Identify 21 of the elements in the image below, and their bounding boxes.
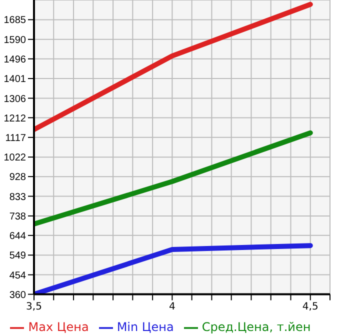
legend-label: Min Цена (116, 320, 174, 334)
y-tick-label: 644 (9, 230, 26, 242)
y-tick-label: 1306 (4, 94, 26, 105)
y-tick-label: 1212 (4, 113, 26, 124)
y-tick-label: 1590 (4, 34, 26, 46)
y-tick-label: 1117 (5, 132, 26, 144)
y-tick-label: 1022 (4, 152, 26, 164)
y-tick-label: 549 (9, 250, 26, 262)
legend-label: Max Цена (28, 320, 89, 334)
y-tick-label: 360 (9, 290, 26, 301)
y-tick-label: 1685 (4, 15, 26, 26)
x-tick-label: 4,5 (302, 301, 318, 312)
legend-label: Сред.Цена, т.йен (202, 320, 311, 334)
y-tick-label: 1496 (4, 54, 26, 66)
y-tick-label: 1401 (4, 74, 26, 86)
y-tick-label: 738 (9, 211, 26, 222)
y-tick-label: 928 (9, 172, 26, 184)
x-tick-label: 3,5 (26, 301, 42, 312)
y-tick-label: 833 (9, 192, 26, 203)
x-tick-label: 4 (169, 301, 176, 312)
y-tick-label: 454 (9, 270, 26, 282)
